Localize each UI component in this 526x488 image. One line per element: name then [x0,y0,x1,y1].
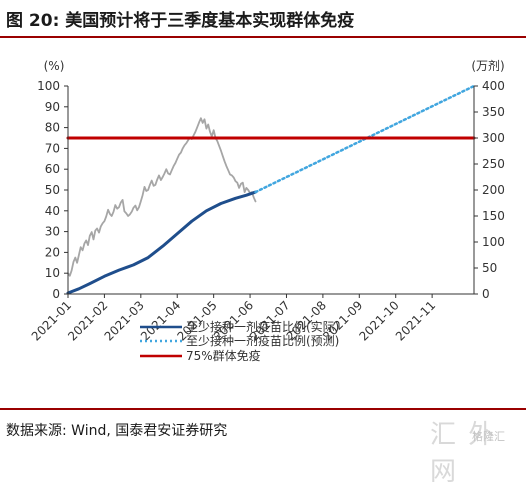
source-note: 数据来源: Wind, 国泰君安证券研究 [6,423,228,439]
right-tick-label: 200 [482,183,505,197]
right-tick-label: 150 [482,209,505,223]
left-tick-label: 50 [45,183,60,197]
left-tick-label: 10 [45,266,60,280]
legend: 至少接种一剂疫苗比例(实际)至少接种一剂疫苗比例(预测)75%群体免疫 [140,319,339,363]
series-actual-line [66,190,257,295]
legend-actual-label: 至少接种一剂疫苗比例(实际) [186,319,339,334]
left-tick-label: 90 [45,100,60,114]
right-tick-label: 250 [482,157,505,171]
left-tick-label: 30 [45,225,60,239]
x-tick-label: 2021-11 [393,298,438,343]
left-tick-label: 0 [52,287,60,301]
left-axis-unit: (%) [44,59,65,73]
watermark: 汇 外网 格隆汇 [430,414,522,487]
right-tick-label: 400 [482,79,505,93]
left-tick-label: 20 [45,245,60,259]
legend-forecast-label: 至少接种一剂疫苗比例(预测) [186,333,339,348]
right-tick-label: 350 [482,105,505,119]
watermark-badge: 格隆汇 [472,430,505,443]
axis-layer: (%) (万剂) 0 10 20 30 40 50 60 70 80 90 100 0 50 100 150… [29,58,505,344]
legend-herd-immunity-label: 75%群体免疫 [186,348,261,363]
chart-title: 图 20: 美国预计将于三季度基本实现群体免疫 [6,11,355,31]
left-tick-label: 100 [37,79,60,93]
watermark-text: 汇 外网 [430,420,497,487]
right-tick-label: 50 [482,261,497,275]
left-tick-label: 60 [45,162,60,176]
vaccination-chart: (%) (万剂) 0 10 20 30 40 50 60 70 80 90 100 0 50 100 150… [29,58,505,363]
right-axis-unit: (万剂) [471,58,504,73]
series-layer [66,84,476,295]
title-bar: 图 20: 美国预计将于三季度基本实现群体免疫 [0,0,526,34]
left-tick-label: 70 [45,141,60,155]
right-tick-label: 300 [482,131,505,145]
left-tick-label: 80 [45,121,60,135]
top-rule [0,36,526,38]
series-daily-doses-line [67,117,257,277]
right-tick-label: 100 [482,235,505,249]
bottom-rule [0,408,526,410]
left-tick-label: 40 [45,204,60,218]
right-tick-label: 0 [482,287,490,301]
